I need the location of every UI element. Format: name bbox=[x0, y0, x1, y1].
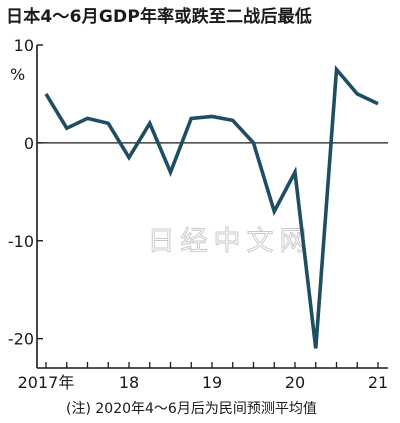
chart-title: 日本4～6月GDP年率或跌至二战后最低 bbox=[6, 7, 312, 27]
x-tick-label: 21 bbox=[368, 373, 388, 392]
watermark-text: 日经中文网 bbox=[148, 226, 313, 257]
x-tick-label: 20 bbox=[285, 373, 305, 392]
y-unit-label: % bbox=[10, 65, 25, 84]
x-tick-label: 19 bbox=[202, 373, 222, 392]
y-tick-label: 0 bbox=[24, 134, 34, 153]
y-tick-label: -10 bbox=[8, 232, 34, 251]
x-tick-label: 2017年 bbox=[18, 373, 75, 392]
x-tick-label: 18 bbox=[119, 373, 139, 392]
footnote: (注) 2020年4～6月后为民间预测平均值 bbox=[66, 401, 317, 417]
y-tick-label: 10 bbox=[14, 36, 34, 55]
y-tick-label: -20 bbox=[8, 330, 34, 349]
gdp-series-line bbox=[44, 64, 379, 349]
